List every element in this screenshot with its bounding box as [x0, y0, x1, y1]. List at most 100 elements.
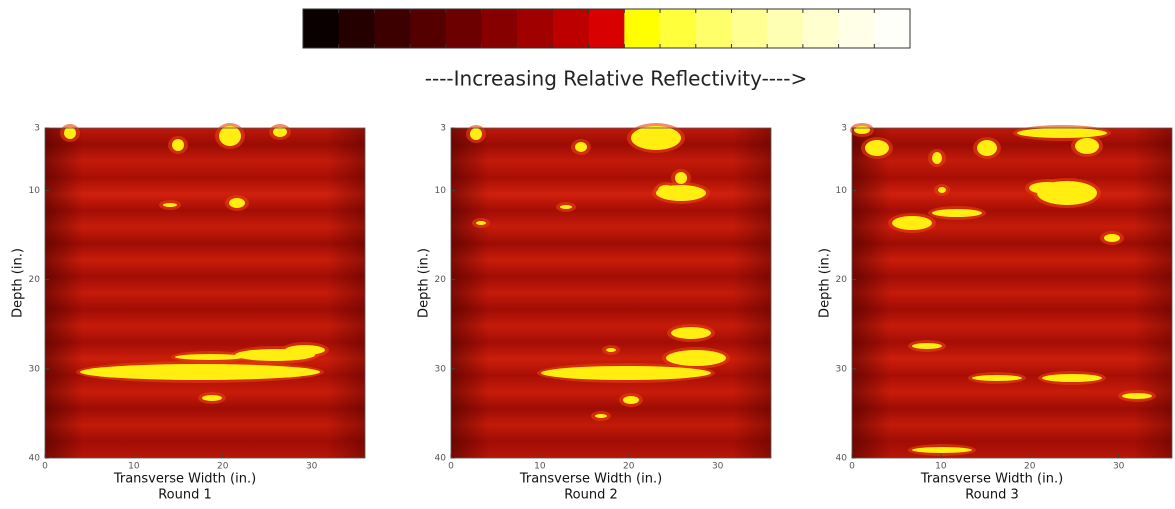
y-tick-label: 30: [836, 364, 848, 374]
y-axis-label: Depth (in.): [417, 248, 432, 318]
hotspot: [666, 350, 726, 366]
hotspot: [595, 414, 607, 418]
hotspot: [175, 354, 245, 360]
colorbar-segment: [588, 9, 625, 48]
hotspot: [606, 348, 616, 352]
x-axis-label: Transverse Width (in.): [920, 472, 1063, 487]
hotspot: [972, 375, 1022, 381]
hotspot: [938, 187, 946, 193]
colorbar-segment: [445, 9, 483, 48]
x-tick-label: 10: [534, 462, 546, 472]
panel-title: Round 3: [965, 488, 1019, 503]
y-tick-label: 40: [836, 454, 848, 464]
x-tick-label: 0: [448, 462, 454, 472]
heatmap-shade: [451, 128, 771, 458]
heatmap-shade: [852, 128, 1172, 458]
hotspot: [229, 198, 245, 208]
panel: 0 10 20 30 3 10 20 30 40 Transverse Width (in.)Ro…: [417, 123, 772, 503]
hotspot: [575, 142, 587, 152]
x-tick-label: 0: [42, 462, 48, 472]
plot-frame: [851, 127, 1173, 459]
hotspot: [202, 395, 222, 401]
colorbar-segment: [802, 9, 840, 48]
hotspot: [1122, 393, 1152, 399]
hotspot: [977, 140, 997, 156]
plot-frame: [44, 127, 366, 459]
y-tick-label: 10: [435, 186, 447, 196]
y-tick-label: 20: [836, 275, 848, 285]
x-tick-label: 10: [128, 462, 140, 472]
hotspot: [470, 128, 482, 140]
hotspot: [912, 343, 942, 349]
colorbar-segment: [374, 9, 411, 48]
hotspot: [80, 364, 320, 380]
y-tick-label: 40: [435, 454, 447, 464]
x-tick-label: 20: [1024, 462, 1036, 472]
hotspot: [912, 447, 972, 453]
colorbar-segment: [338, 9, 375, 48]
hotspot: [476, 221, 486, 225]
y-tick-label: 10: [836, 186, 848, 196]
colorbar-segment: [481, 9, 518, 48]
hotspot: [172, 139, 184, 151]
x-tick-label: 0: [849, 462, 855, 472]
hotspot: [163, 203, 177, 207]
colorbar-segment: [731, 9, 768, 48]
hotspot: [1017, 128, 1107, 138]
hotspot: [892, 216, 932, 230]
colorbar-segment: [410, 9, 447, 48]
x-tick-label: 30: [712, 462, 724, 472]
hotspot: [273, 127, 287, 137]
y-tick-label: 30: [435, 364, 447, 374]
hotspot: [541, 366, 711, 380]
colorbar-frame: [302, 8, 911, 49]
panel: 0 10 20 30 3 10 20 30 40 Transverse Width (in.)Ro…: [11, 123, 366, 503]
hotspot: [623, 396, 639, 404]
panel-title: Round 2: [564, 488, 618, 503]
y-tick-label: 20: [435, 275, 447, 285]
hotspot: [560, 205, 572, 209]
x-tick-label: 30: [1113, 462, 1125, 472]
hotspot: [219, 126, 241, 146]
hotspot: [932, 209, 982, 217]
hotspot: [854, 126, 870, 134]
panel-title: Round 1: [158, 488, 212, 503]
panel: 0 10 20 30 3 10 20 30 40 Transverse Width (in.)Ro…: [818, 123, 1173, 503]
hotspot: [631, 126, 681, 150]
hotspot: [658, 185, 674, 195]
y-tick-label: 3: [440, 124, 446, 134]
y-tick-label: 40: [29, 454, 41, 464]
x-tick-label: 10: [935, 462, 947, 472]
colorbar-segment: [874, 9, 911, 48]
x-tick-label: 20: [217, 462, 229, 472]
hotspot: [64, 127, 76, 139]
colorbar-segment: [517, 9, 554, 48]
plot-frame: [450, 127, 772, 459]
x-axis-label: Transverse Width (in.): [519, 472, 662, 487]
hotspot: [932, 152, 942, 164]
colorbar-segment: [552, 9, 590, 48]
colorbar-segment: [767, 9, 804, 48]
x-tick-label: 30: [306, 462, 318, 472]
colorbar-segment: [624, 9, 661, 48]
y-tick-label: 3: [841, 124, 847, 134]
hotspot: [671, 327, 711, 339]
hotspot: [675, 172, 687, 184]
hotspot: [1104, 234, 1120, 242]
y-tick-label: 30: [29, 364, 41, 374]
hotspot: [1029, 182, 1065, 194]
y-axis-label: Depth (in.): [818, 248, 833, 318]
hotspot: [1042, 374, 1102, 382]
colorbar-segment: [660, 9, 697, 48]
y-tick-label: 10: [29, 186, 41, 196]
y-tick-label: 20: [29, 275, 41, 285]
y-tick-label: 3: [34, 124, 40, 134]
hotspot: [865, 140, 889, 156]
hotspot: [1075, 138, 1099, 154]
x-axis-label: Transverse Width (in.): [113, 472, 256, 487]
colorbar-segment: [303, 9, 340, 48]
hotspot: [285, 345, 325, 355]
colorbar-segment: [838, 9, 875, 48]
